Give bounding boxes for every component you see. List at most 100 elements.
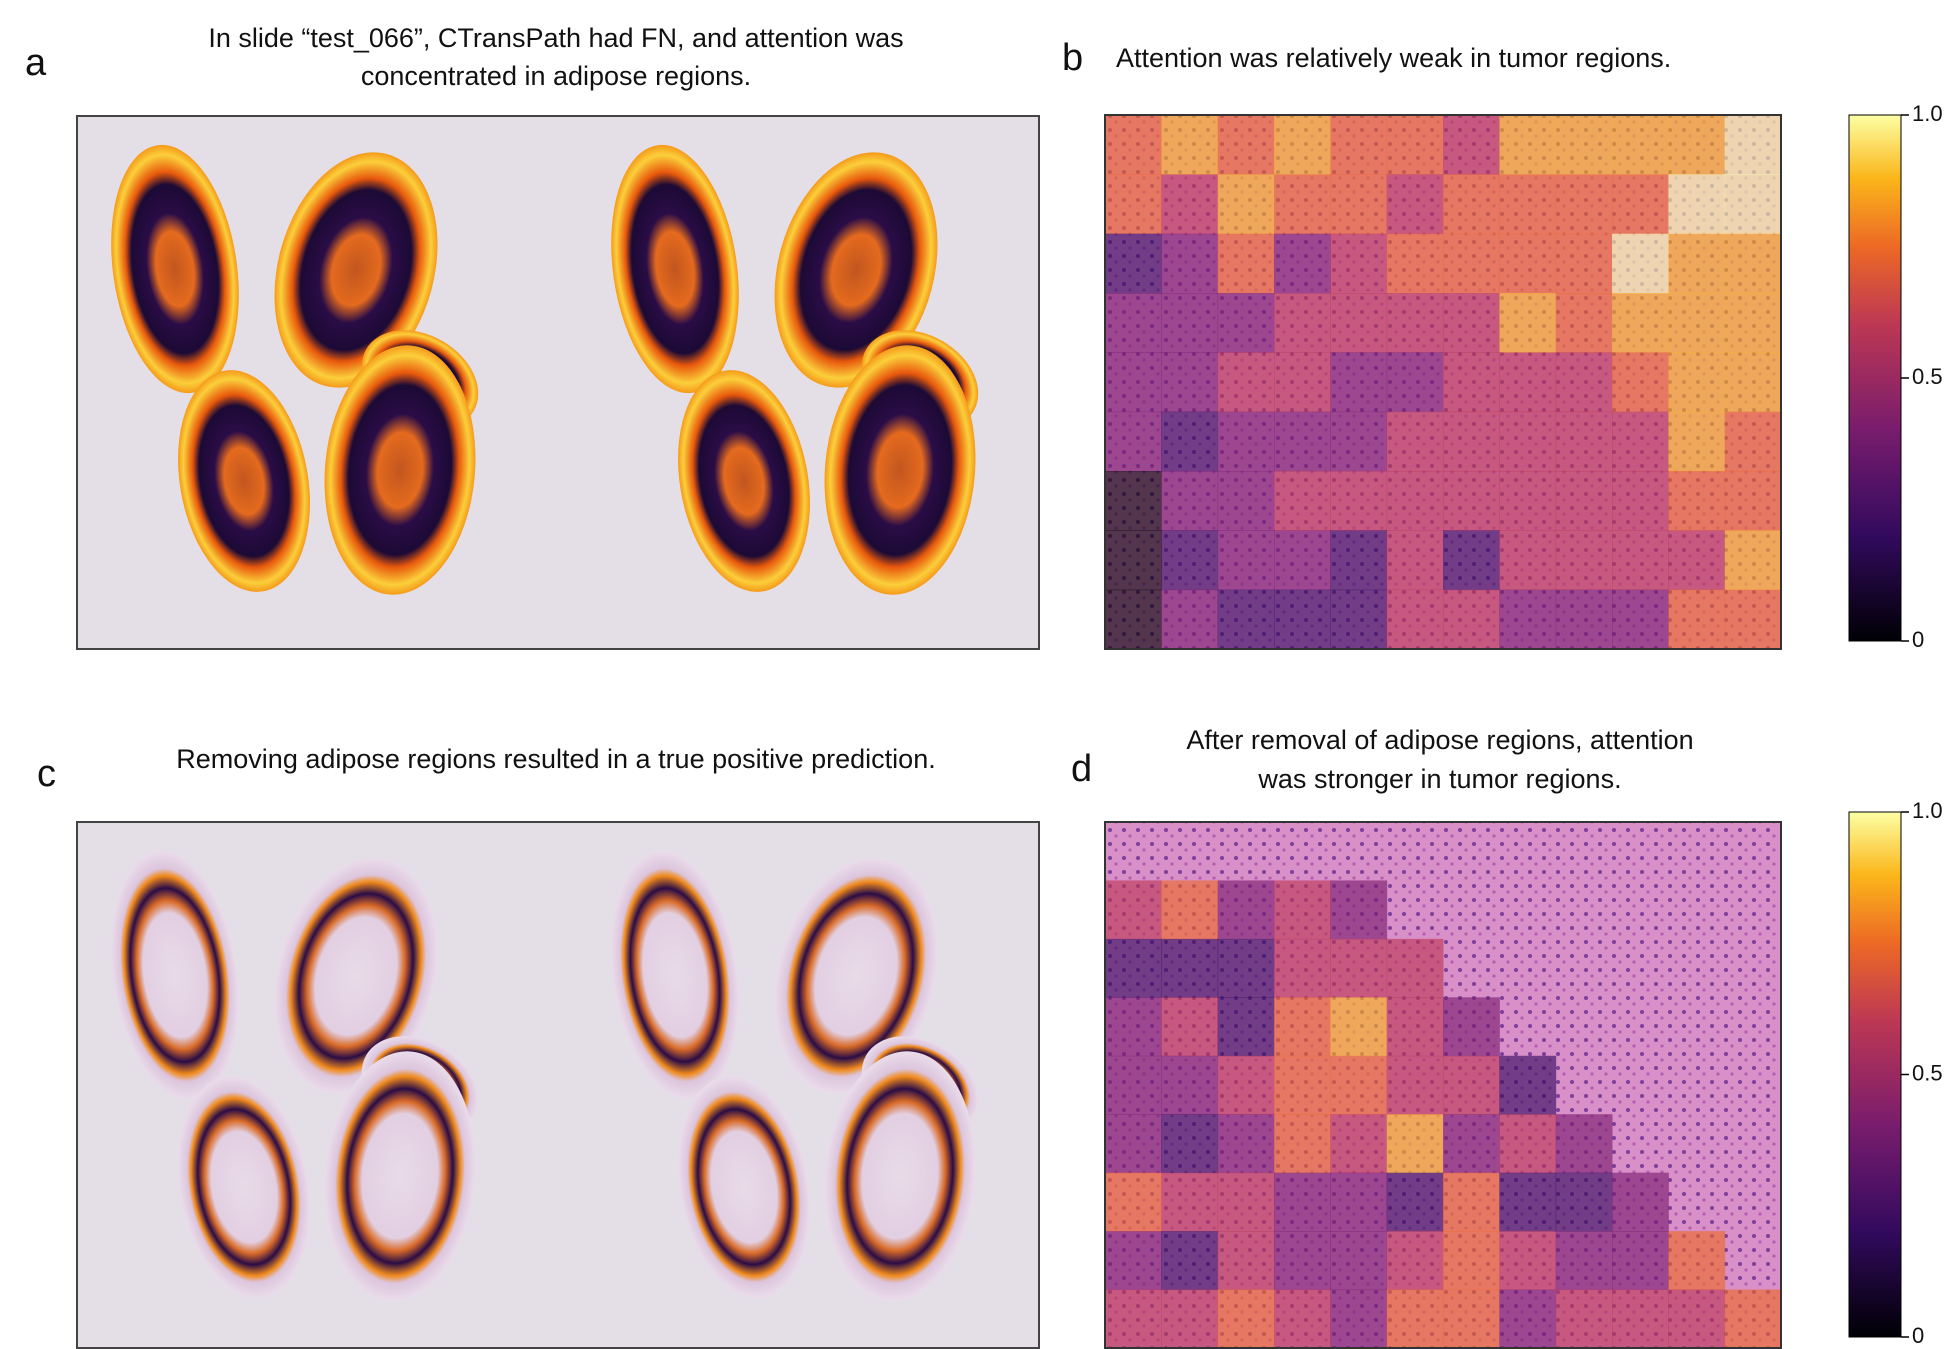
- attention-tile: [1612, 1231, 1669, 1290]
- attention-tile: [1443, 412, 1500, 472]
- attention-tile: [1443, 115, 1500, 175]
- attention-tile: [1668, 1231, 1725, 1290]
- attention-tile: [1218, 471, 1275, 531]
- attention-tile: [1330, 1114, 1387, 1173]
- attention-tile: [1105, 590, 1162, 650]
- attention-tile: [1725, 530, 1782, 590]
- attention-tile: [1330, 939, 1387, 998]
- attention-tile: [1161, 412, 1218, 472]
- colorbar-tick-label: 1.0: [1912, 101, 1943, 126]
- attention-tile: [1105, 530, 1162, 590]
- attention-tile: [1499, 1231, 1556, 1290]
- attention-tile: [1218, 174, 1275, 234]
- attention-tile: [1330, 1173, 1387, 1232]
- attention-tile: [1387, 590, 1444, 650]
- attention-tile: [1499, 530, 1556, 590]
- attention-tile: [1218, 997, 1275, 1056]
- attention-tile: [1161, 471, 1218, 531]
- attention-tile: [1218, 234, 1275, 294]
- attention-tile: [1499, 352, 1556, 412]
- attention-tile: [1274, 234, 1331, 294]
- attention-tile: [1556, 293, 1613, 353]
- attention-tile: [1218, 412, 1275, 472]
- attention-tile: [1218, 115, 1275, 175]
- attention-tile: [1161, 880, 1218, 939]
- panel-title: Attention was relatively weak in tumor r…: [1116, 43, 1671, 73]
- attention-tile: [1668, 234, 1725, 294]
- attention-tile: [1105, 471, 1162, 531]
- attention-tile: [1443, 174, 1500, 234]
- attention-tile: [1499, 234, 1556, 294]
- attention-tile: [1612, 234, 1669, 294]
- panel-label: b: [1062, 37, 1083, 79]
- attention-tile: [1387, 234, 1444, 294]
- attention-tile: [1443, 997, 1500, 1056]
- attention-tile: [1330, 234, 1387, 294]
- attention-tile: [1330, 880, 1387, 939]
- attention-tile: [1387, 530, 1444, 590]
- panel-title: Removing adipose regions resulted in a t…: [176, 744, 935, 774]
- attention-tile: [1161, 234, 1218, 294]
- attention-tile: [1612, 530, 1669, 590]
- attention-tile: [1274, 1231, 1331, 1290]
- attention-tile: [1218, 939, 1275, 998]
- attention-tile: [1330, 471, 1387, 531]
- attention-tile: [1105, 1056, 1162, 1115]
- attention-tile: [1161, 939, 1218, 998]
- attention-tile: [1274, 293, 1331, 353]
- attention-tile: [1105, 1114, 1162, 1173]
- attention-tile: [1499, 1056, 1556, 1115]
- attention-tile: [1443, 530, 1500, 590]
- attention-tile: [1161, 997, 1218, 1056]
- colorbar-tick-label: 0.5: [1912, 1060, 1943, 1085]
- attention-tile: [1499, 590, 1556, 650]
- attention-tile: [1274, 174, 1331, 234]
- panel-label: d: [1071, 748, 1092, 790]
- attention-tile: [1161, 1290, 1218, 1349]
- attention-tile: [1105, 234, 1162, 294]
- attention-tile: [1443, 590, 1500, 650]
- attention-tile: [1105, 352, 1162, 412]
- attention-tile: [1161, 590, 1218, 650]
- attention-tile: [1330, 174, 1387, 234]
- attention-tile: [1274, 530, 1331, 590]
- attention-tile: [1499, 174, 1556, 234]
- attention-tile: [1387, 412, 1444, 472]
- attention-tile: [1161, 115, 1218, 175]
- attention-tile: [1556, 234, 1613, 294]
- attention-tile: [1725, 1290, 1782, 1349]
- attention-tile: [1556, 530, 1613, 590]
- attention-tile: [1330, 352, 1387, 412]
- attention-tile: [1218, 880, 1275, 939]
- attention-tile: [1387, 1173, 1444, 1232]
- attention-tile: [1330, 1056, 1387, 1115]
- attention-tile: [1330, 1231, 1387, 1290]
- attention-tile: [1499, 1290, 1556, 1349]
- attention-tile: [1274, 1173, 1331, 1232]
- attention-tile: [1725, 293, 1782, 353]
- figure: a In slide “test_066”, CTransPath had FN…: [0, 0, 1960, 1349]
- attention-tile: [1556, 115, 1613, 175]
- attention-tile: [1668, 1290, 1725, 1349]
- attention-tile: [1330, 293, 1387, 353]
- attention-tile: [1443, 1290, 1500, 1349]
- attention-tile: [1387, 471, 1444, 531]
- panel-b: b Attention was relatively weak in tumor…: [1062, 37, 1782, 649]
- attention-tile: [1612, 1290, 1669, 1349]
- attention-tile: [1105, 293, 1162, 353]
- attention-tile: [1725, 174, 1782, 234]
- attention-tile: [1387, 293, 1444, 353]
- attention-tile: [1161, 352, 1218, 412]
- attention-tile: [1105, 174, 1162, 234]
- attention-tile: [1499, 115, 1556, 175]
- attention-tile: [1218, 1173, 1275, 1232]
- attention-tile: [1387, 174, 1444, 234]
- attention-tile: [1612, 352, 1669, 412]
- attention-tile: [1556, 174, 1613, 234]
- attention-tile: [1387, 1231, 1444, 1290]
- colorbar-tick-label: 0: [1912, 1323, 1924, 1348]
- attention-tile: [1612, 174, 1669, 234]
- attention-tile: [1105, 115, 1162, 175]
- colorbar-tick-label: 0: [1912, 627, 1924, 652]
- attention-tile: [1161, 293, 1218, 353]
